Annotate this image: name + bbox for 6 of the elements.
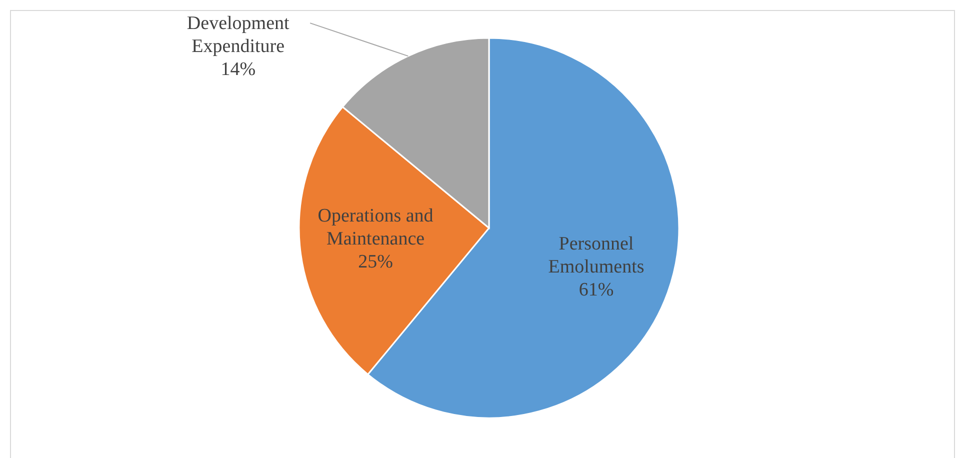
slice-label: Personnel Emoluments [548,234,644,278]
slice-label: Operations and Maintenance [318,206,434,250]
data-label: 61% [578,280,614,301]
data-label: 14% [220,59,256,80]
data-label: 25% [358,252,394,273]
slice-label: Development Expenditure [186,13,290,58]
